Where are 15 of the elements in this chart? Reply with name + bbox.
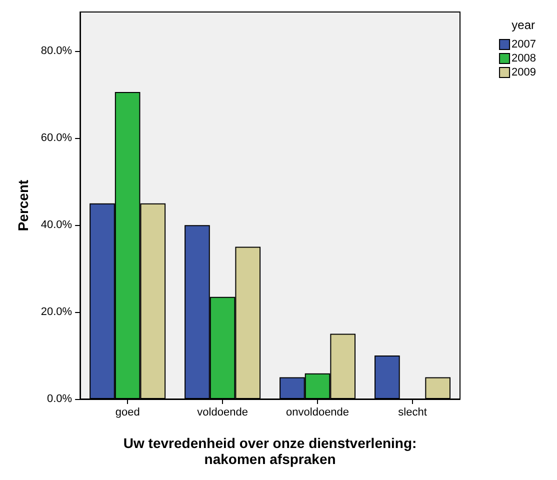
- legend-label: 2009: [512, 66, 536, 78]
- y-tick-label: 0.0%: [47, 393, 72, 405]
- y-tick-label: 40.0%: [40, 219, 72, 232]
- legend-label: 2007: [512, 38, 536, 50]
- x-axis-title: Uw tevredenheid over onze dienstverlening: nakomen afspraken: [123, 435, 417, 467]
- legend-title: year: [512, 18, 536, 32]
- legend-label: 2008: [512, 52, 536, 64]
- x-tick-label: voldoende: [197, 406, 248, 418]
- x-tick-label: onvoldoende: [286, 406, 350, 418]
- y-tick-label: 80.0%: [40, 45, 72, 58]
- x-tick-label: slecht: [398, 406, 427, 418]
- y-tick-label: 20.0%: [40, 306, 72, 318]
- x-tick-label: goed: [115, 406, 140, 418]
- y-axis-title: Percent: [15, 179, 31, 232]
- y-tick-label: 60.0%: [40, 132, 72, 144]
